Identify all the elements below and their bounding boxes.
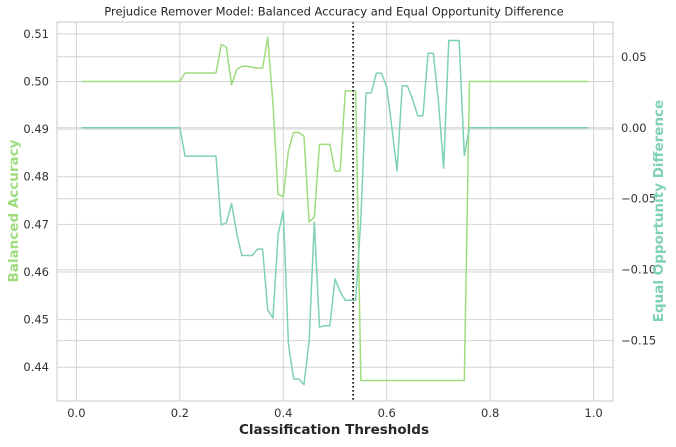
x-tick-label: 0.8 (481, 406, 499, 420)
plot-frame (56, 21, 614, 402)
y-left-tick-label: 0.44 (23, 360, 49, 374)
y-right-tick-label: −0.15 (621, 334, 656, 348)
y-left-tick-label: 0.48 (23, 170, 49, 184)
right-y-axis-title: Equal Opportunity Difference (651, 100, 667, 322)
y-right-tick-label: −0.10 (621, 263, 656, 277)
grid-lines (57, 22, 613, 401)
x-tick-label: 0.6 (378, 406, 396, 420)
y-left-tick-label: 0.51 (23, 27, 49, 41)
y-left-tick-label: 0.49 (23, 122, 49, 136)
x-tick-label: 0.2 (171, 406, 189, 420)
series-lines (81, 36, 589, 386)
y-left-tick-label: 0.46 (23, 265, 49, 279)
left-y-axis-title: Balanced Accuracy (6, 139, 22, 282)
y-right-tick-label: −0.05 (621, 192, 656, 206)
balanced-accuracy-line (81, 36, 589, 382)
tick-labels: 0.0 0.2 0.4 0.6 0.8 1.0 0.44 0.45 0.46 0.47 0.48 0.… (23, 27, 656, 420)
chart-title: Prejudice Remover Model: Balanced Accura… (104, 5, 563, 19)
y-left-tick-label: 0.45 (23, 313, 49, 327)
x-tick-label: 0.0 (67, 406, 85, 420)
x-tick-label: 1.0 (584, 406, 602, 420)
y-left-tick-label: 0.47 (23, 217, 49, 231)
y-left-tick-label: 0.50 (23, 75, 49, 89)
y-right-tick-label: 0.00 (621, 121, 647, 135)
equal-opportunity-difference-line (81, 39, 589, 386)
x-axis-title: Classification Thresholds (239, 422, 429, 438)
y-right-tick-label: 0.05 (621, 50, 647, 64)
x-tick-label: 0.4 (274, 406, 292, 420)
